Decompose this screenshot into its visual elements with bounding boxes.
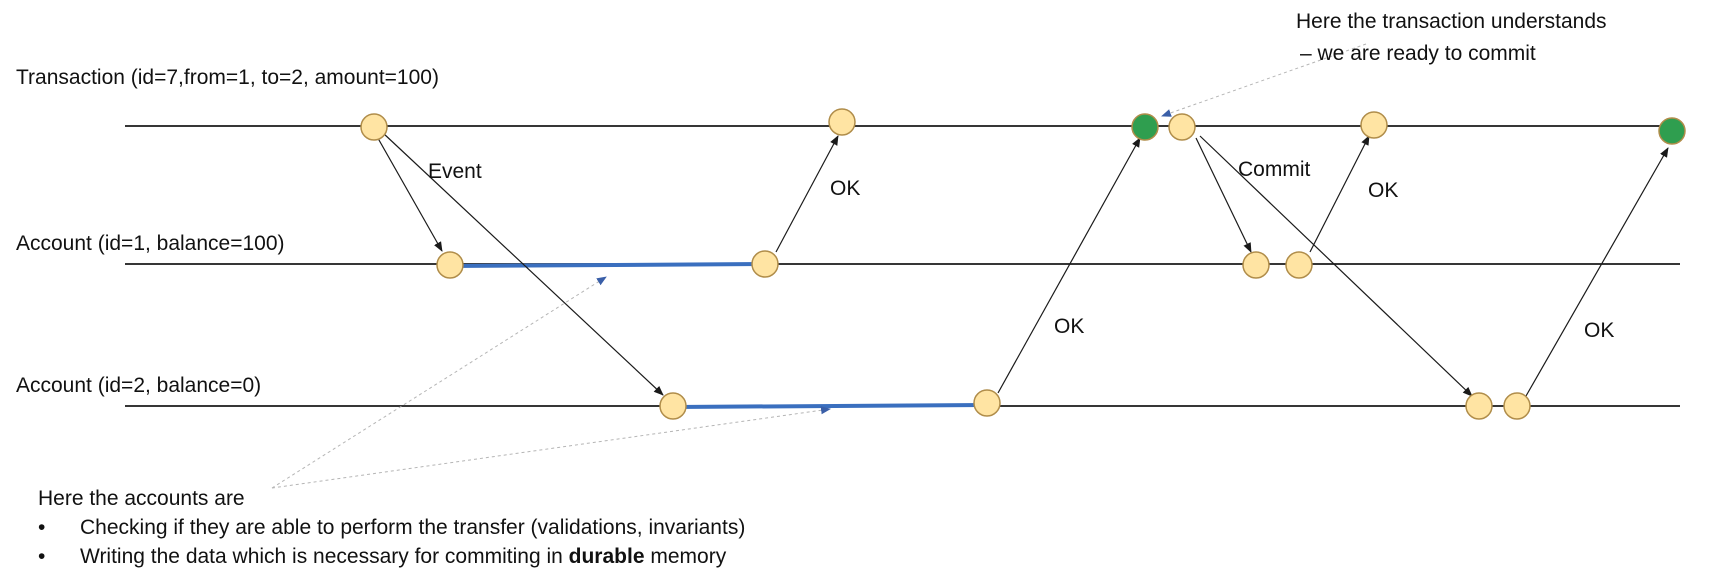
account1-processing-bar [449, 262, 766, 268]
account2-validated-node [973, 389, 1001, 417]
account2-commit-received-node [1465, 392, 1493, 420]
notes-bullet-durable: Writing the data which is necessary for … [38, 542, 745, 571]
ok-account1-label: OK [830, 177, 860, 200]
event-label: Event [428, 160, 482, 183]
ok-commit-account1-label: OK [1368, 179, 1398, 202]
account2-processing-bar [674, 403, 986, 409]
account1-lane-label: Account (id=1, balance=100) [16, 232, 285, 255]
notes-bullet-durable-after: memory [650, 545, 727, 568]
notes-bullet-validation: Checking if they are able to perform the… [38, 513, 745, 542]
notes-bullet-durable-bold: durable [568, 545, 645, 568]
ready-callout-leader [1161, 43, 1367, 117]
account2-committed-node [1503, 392, 1531, 420]
transaction-commit-start-node [1168, 113, 1196, 141]
account1-commit-received-node [1242, 251, 1270, 279]
commit-arrow-account1 [1195, 137, 1252, 253]
ok-arrow-account2 [997, 137, 1141, 394]
ok-arrow-account1 [775, 135, 839, 253]
ok-commit-arrow-account2 [1525, 147, 1669, 397]
account1-validated-node [751, 250, 779, 278]
ok-account2-label: OK [1054, 315, 1084, 338]
ready-callout-line2: – we are ready to commit [1300, 42, 1536, 65]
commit-label: Commit [1238, 158, 1310, 181]
ok-commit-account2-label: OK [1584, 319, 1614, 342]
account1-committed-node [1285, 251, 1313, 279]
account1-event-received-node [436, 251, 464, 279]
notes-bullet-durable-before: Writing the data which is necessary for … [80, 545, 563, 568]
commit-arrow-account2 [1199, 135, 1473, 397]
transaction-lane-label: Transaction (id=7,from=1, to=2, amount=1… [16, 66, 439, 89]
ready-callout-line1: Here the transaction understands [1296, 10, 1607, 33]
notes-leader-account2 [271, 406, 831, 489]
event-arrow-account1 [374, 132, 443, 252]
ok-commit-arrow-account1 [1309, 135, 1370, 253]
notes-bullet-validation-text: Checking if they are able to perform the… [80, 516, 746, 539]
account2-event-received-node [659, 392, 687, 420]
account2-lane-label: Account (id=2, balance=0) [16, 374, 261, 397]
notes-list: Checking if they are able to perform the… [38, 513, 745, 571]
transaction-complete-node [1658, 117, 1686, 145]
notes-heading: Here the accounts are [38, 487, 245, 510]
accounts-notes: Here the accounts are Checking if they a… [38, 484, 745, 571]
transaction-commit-ok-node [1360, 111, 1388, 139]
transaction-ready-node [1131, 113, 1159, 141]
transaction-start-node [360, 113, 388, 141]
notes-leader-account1 [271, 276, 607, 489]
transaction-ok-received-node [828, 108, 856, 136]
event-arrow-account2 [382, 132, 664, 396]
